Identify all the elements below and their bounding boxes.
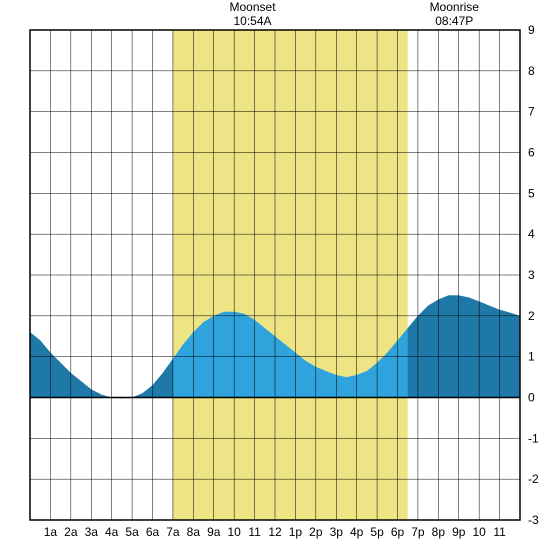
svg-text:2a: 2a [64,525,78,539]
svg-text:3p: 3p [330,525,344,539]
moonrise-title: Moonrise [414,0,494,14]
svg-text:7p: 7p [411,525,425,539]
svg-text:7: 7 [528,105,535,119]
svg-text:2: 2 [528,309,535,323]
svg-text:-3: -3 [528,513,539,527]
moonset-time: 10:54A [213,14,293,28]
svg-text:0: 0 [528,391,535,405]
moonrise-time: 08:47P [414,14,494,28]
svg-text:10: 10 [227,525,241,539]
tide-chart: -3-2-101234567891a2a3a4a5a6a7a8a9a101112… [0,0,550,550]
svg-text:1p: 1p [289,525,303,539]
svg-text:6a: 6a [146,525,160,539]
svg-text:-2: -2 [528,472,539,486]
svg-text:9p: 9p [452,525,466,539]
svg-text:5: 5 [528,186,535,200]
moonset-label: Moonset10:54A [213,0,293,29]
svg-text:4: 4 [528,227,535,241]
svg-text:5p: 5p [370,525,384,539]
svg-text:11: 11 [493,525,506,539]
chart-canvas: -3-2-101234567891a2a3a4a5a6a7a8a9a101112… [0,0,550,550]
svg-text:4a: 4a [105,525,119,539]
svg-text:1: 1 [528,350,535,364]
svg-text:7a: 7a [166,525,180,539]
svg-text:3a: 3a [85,525,99,539]
svg-text:6p: 6p [391,525,405,539]
svg-text:12: 12 [268,525,282,539]
svg-text:2p: 2p [309,525,323,539]
svg-text:-1: -1 [528,431,539,445]
svg-text:5a: 5a [125,525,139,539]
svg-text:9: 9 [528,23,535,37]
svg-text:1a: 1a [44,525,58,539]
svg-text:4p: 4p [350,525,364,539]
svg-text:8a: 8a [187,525,201,539]
moonrise-label: Moonrise08:47P [414,0,494,29]
svg-text:11: 11 [248,525,261,539]
svg-text:6: 6 [528,146,535,160]
svg-text:9a: 9a [207,525,221,539]
moonset-title: Moonset [213,0,293,14]
svg-text:3: 3 [528,268,535,282]
svg-text:10: 10 [472,525,486,539]
svg-text:8p: 8p [432,525,446,539]
svg-text:8: 8 [528,64,535,78]
